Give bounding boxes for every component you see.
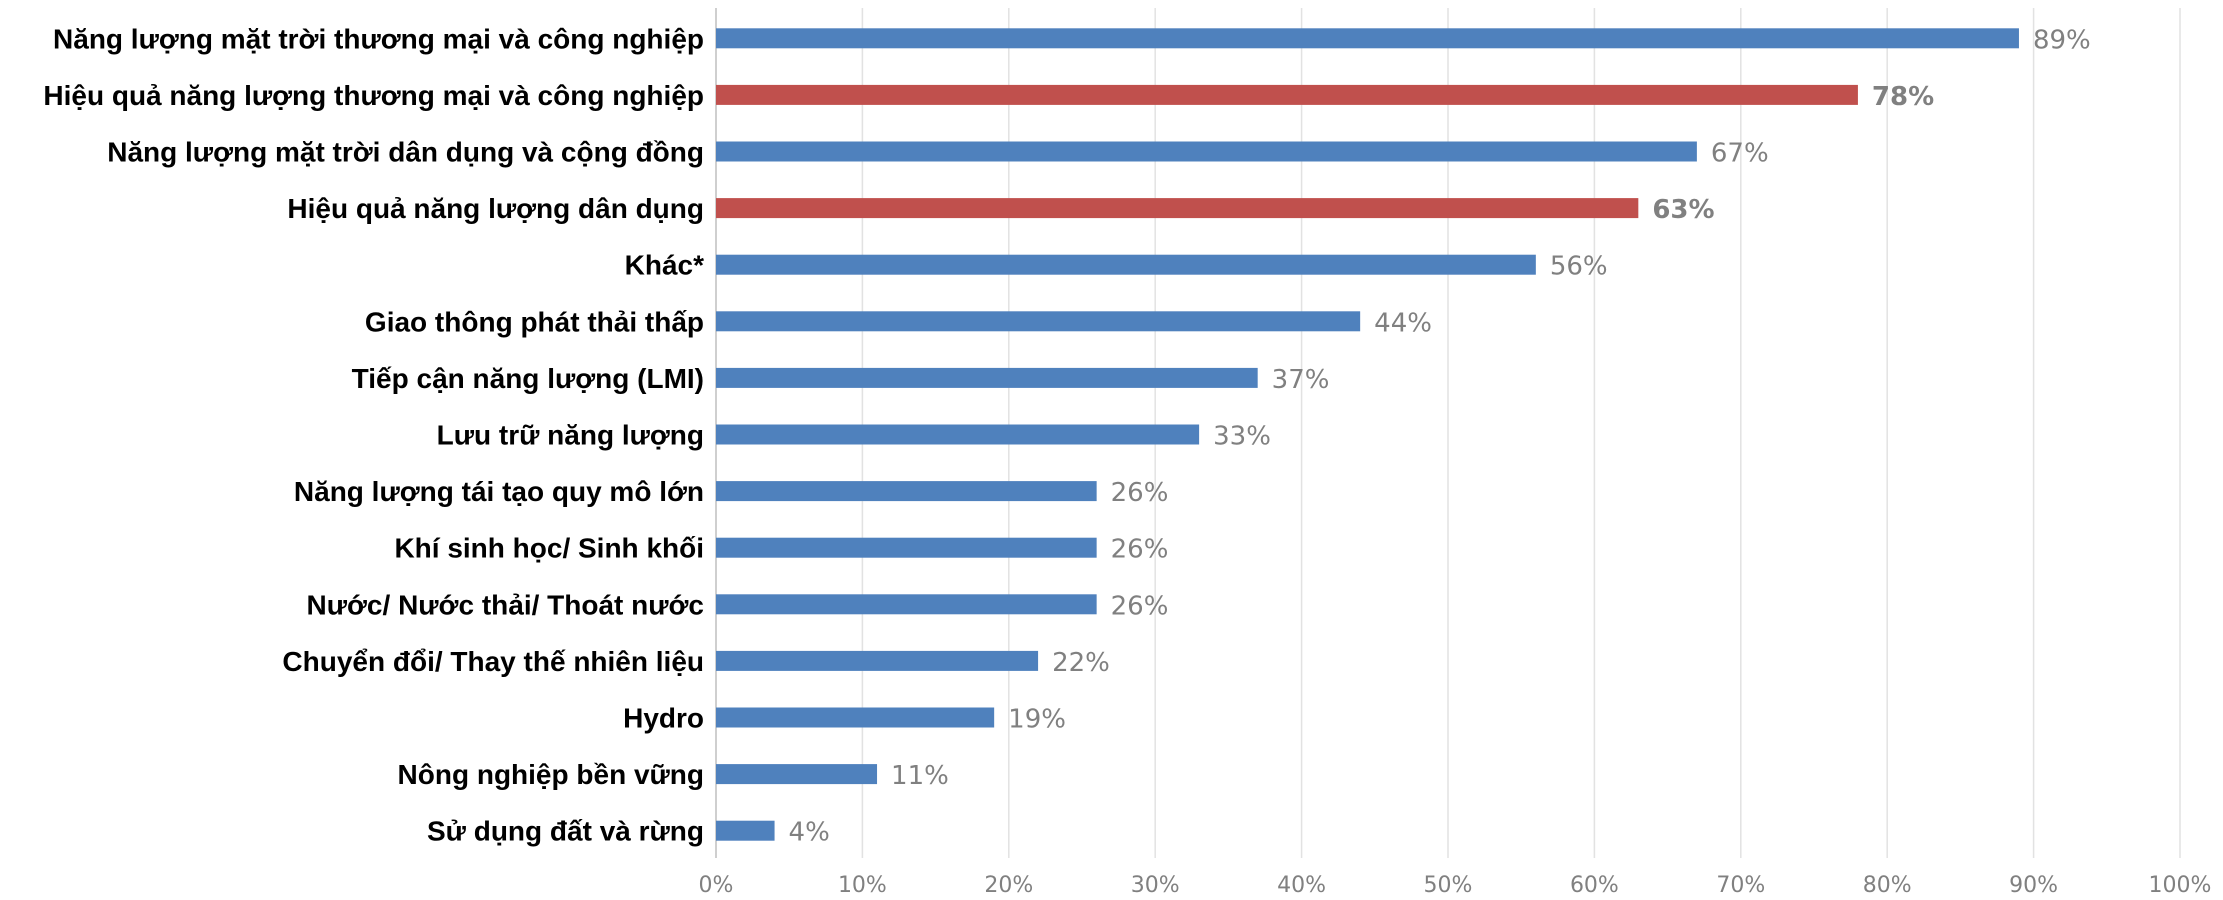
category-label: Hiệu quả năng lượng dân dụng [287, 193, 704, 224]
x-tick-label: 80% [1863, 873, 1912, 898]
bar [716, 481, 1097, 502]
value-label: 67% [1711, 139, 1769, 169]
bar [716, 198, 1639, 219]
category-label: Năng lượng mặt trời thương mại và công n… [53, 23, 704, 54]
value-label: 26% [1111, 535, 1169, 565]
category-label: Khác* [625, 250, 704, 281]
value-label: 44% [1374, 308, 1432, 338]
category-label: Giao thông phát thải thấp [365, 306, 704, 337]
x-tick-label: 50% [1424, 873, 1473, 898]
x-tick-label: 40% [1277, 873, 1326, 898]
category-label: Sử dụng đất và rừng [427, 816, 704, 847]
category-label: Năng lượng tái tạo quy mô lớn [294, 476, 704, 507]
x-tick-label: 70% [1716, 873, 1765, 898]
category-label: Năng lượng mặt trời dân dụng và cộng đồn… [107, 137, 704, 168]
x-tick-label: 20% [984, 873, 1033, 898]
category-label: Hydro [623, 703, 704, 734]
bars [716, 28, 2019, 841]
value-label: 33% [1213, 422, 1271, 452]
value-label: 19% [1008, 705, 1066, 735]
x-axis-tick-labels: 0% 10% 20% 30% 40% 50% 60% 70% 80% 90% 100% [699, 873, 2212, 898]
x-tick-label: 30% [1131, 873, 1180, 898]
category-labels: Năng lượng mặt trời thương mại và công n… [43, 23, 704, 846]
category-label: Nông nghiệp bền vững [398, 759, 704, 790]
bar [716, 28, 2019, 49]
value-label: 78% [1872, 82, 1934, 112]
value-label: 4% [789, 818, 830, 848]
x-tick-label: 100% [2149, 873, 2212, 898]
x-tick-label: 90% [2009, 873, 2058, 898]
category-label: Chuyển đổi/ Thay thế nhiên liệu [282, 646, 704, 677]
value-label: 63% [1652, 195, 1714, 225]
value-label: 26% [1111, 478, 1169, 508]
category-label: Lưu trữ năng lượng [437, 420, 704, 451]
x-tick-label: 0% [699, 873, 734, 898]
category-label: Tiếp cận năng lượng (LMI) [352, 363, 704, 394]
bar [716, 707, 995, 728]
bar [716, 84, 1858, 105]
value-labels: 89%78%67%63%56%44%37%33%26%26%26%22%19%1… [789, 25, 2091, 847]
bar [716, 367, 1258, 388]
bar [716, 650, 1039, 671]
bar [716, 141, 1697, 162]
category-label: Hiệu quả năng lượng thương mại và công n… [43, 80, 704, 111]
category-label: Nước/ Nước thải/ Thoát nước [307, 589, 704, 620]
value-label: 11% [891, 761, 949, 791]
x-tick-label: 10% [838, 873, 887, 898]
bar [716, 254, 1536, 275]
category-label: Khí sinh học/ Sinh khối [394, 533, 704, 564]
bar [716, 424, 1200, 445]
value-label: 26% [1111, 591, 1169, 621]
x-tick-label: 60% [1570, 873, 1619, 898]
bar [716, 311, 1361, 332]
bar [716, 537, 1097, 558]
bar [716, 820, 775, 841]
value-label: 56% [1550, 252, 1608, 282]
bar [716, 594, 1097, 615]
bar [716, 764, 878, 785]
value-label: 22% [1052, 648, 1110, 678]
value-label: 89% [2033, 25, 2091, 55]
value-label: 37% [1272, 365, 1330, 395]
